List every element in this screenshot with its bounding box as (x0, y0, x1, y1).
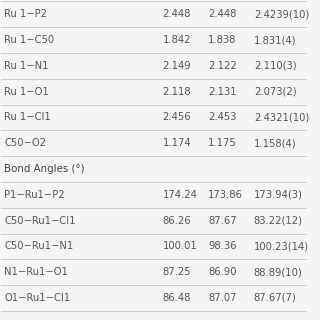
Text: 1.838: 1.838 (208, 35, 236, 45)
Text: 2.4321(10): 2.4321(10) (254, 112, 309, 123)
Text: 83.22(12): 83.22(12) (254, 216, 303, 226)
Text: 2.131: 2.131 (208, 87, 237, 97)
Text: 2.149: 2.149 (163, 61, 191, 71)
Text: 86.26: 86.26 (163, 216, 191, 226)
Text: Bond Angles (°): Bond Angles (°) (4, 164, 85, 174)
Text: 2.448: 2.448 (163, 9, 191, 19)
Text: 1.175: 1.175 (208, 138, 237, 148)
Text: 1.174: 1.174 (163, 138, 191, 148)
Text: Ru 1−P2: Ru 1−P2 (4, 9, 47, 19)
Text: 2.4239(10): 2.4239(10) (254, 9, 309, 19)
Text: C50−Ru1−N1: C50−Ru1−N1 (4, 241, 74, 252)
Text: 87.07: 87.07 (208, 293, 237, 303)
Text: C50−O2: C50−O2 (4, 138, 46, 148)
Text: 87.25: 87.25 (163, 267, 191, 277)
Text: 88.89(10): 88.89(10) (254, 267, 303, 277)
Text: Ru 1−O1: Ru 1−O1 (4, 87, 49, 97)
Text: 100.01: 100.01 (163, 241, 197, 252)
Text: 2.073(2): 2.073(2) (254, 87, 296, 97)
Text: 87.67: 87.67 (208, 216, 237, 226)
Text: 1.831(4): 1.831(4) (254, 35, 296, 45)
Text: 98.36: 98.36 (208, 241, 237, 252)
Text: 1.842: 1.842 (163, 35, 191, 45)
Text: 86.48: 86.48 (163, 293, 191, 303)
Text: 173.94(3): 173.94(3) (254, 190, 303, 200)
Text: 2.122: 2.122 (208, 61, 237, 71)
Text: 174.24: 174.24 (163, 190, 197, 200)
Text: 2.453: 2.453 (208, 112, 237, 123)
Text: Ru 1−C50: Ru 1−C50 (4, 35, 54, 45)
Text: 2.456: 2.456 (163, 112, 191, 123)
Text: O1−Ru1−Cl1: O1−Ru1−Cl1 (4, 293, 70, 303)
Text: 2.110(3): 2.110(3) (254, 61, 296, 71)
Text: N1−Ru1−O1: N1−Ru1−O1 (4, 267, 68, 277)
Text: Ru 1−N1: Ru 1−N1 (4, 61, 49, 71)
Text: Ru 1−Cl1: Ru 1−Cl1 (4, 112, 51, 123)
Text: 86.90: 86.90 (208, 267, 237, 277)
Text: P1−Ru1−P2: P1−Ru1−P2 (4, 190, 65, 200)
Text: 173.86: 173.86 (208, 190, 243, 200)
Text: 2.448: 2.448 (208, 9, 236, 19)
Text: 1.158(4): 1.158(4) (254, 138, 296, 148)
Text: 2.118: 2.118 (163, 87, 191, 97)
Text: 100.23(14): 100.23(14) (254, 241, 309, 252)
Text: 87.67(7): 87.67(7) (254, 293, 297, 303)
Text: C50−Ru1−Cl1: C50−Ru1−Cl1 (4, 216, 76, 226)
